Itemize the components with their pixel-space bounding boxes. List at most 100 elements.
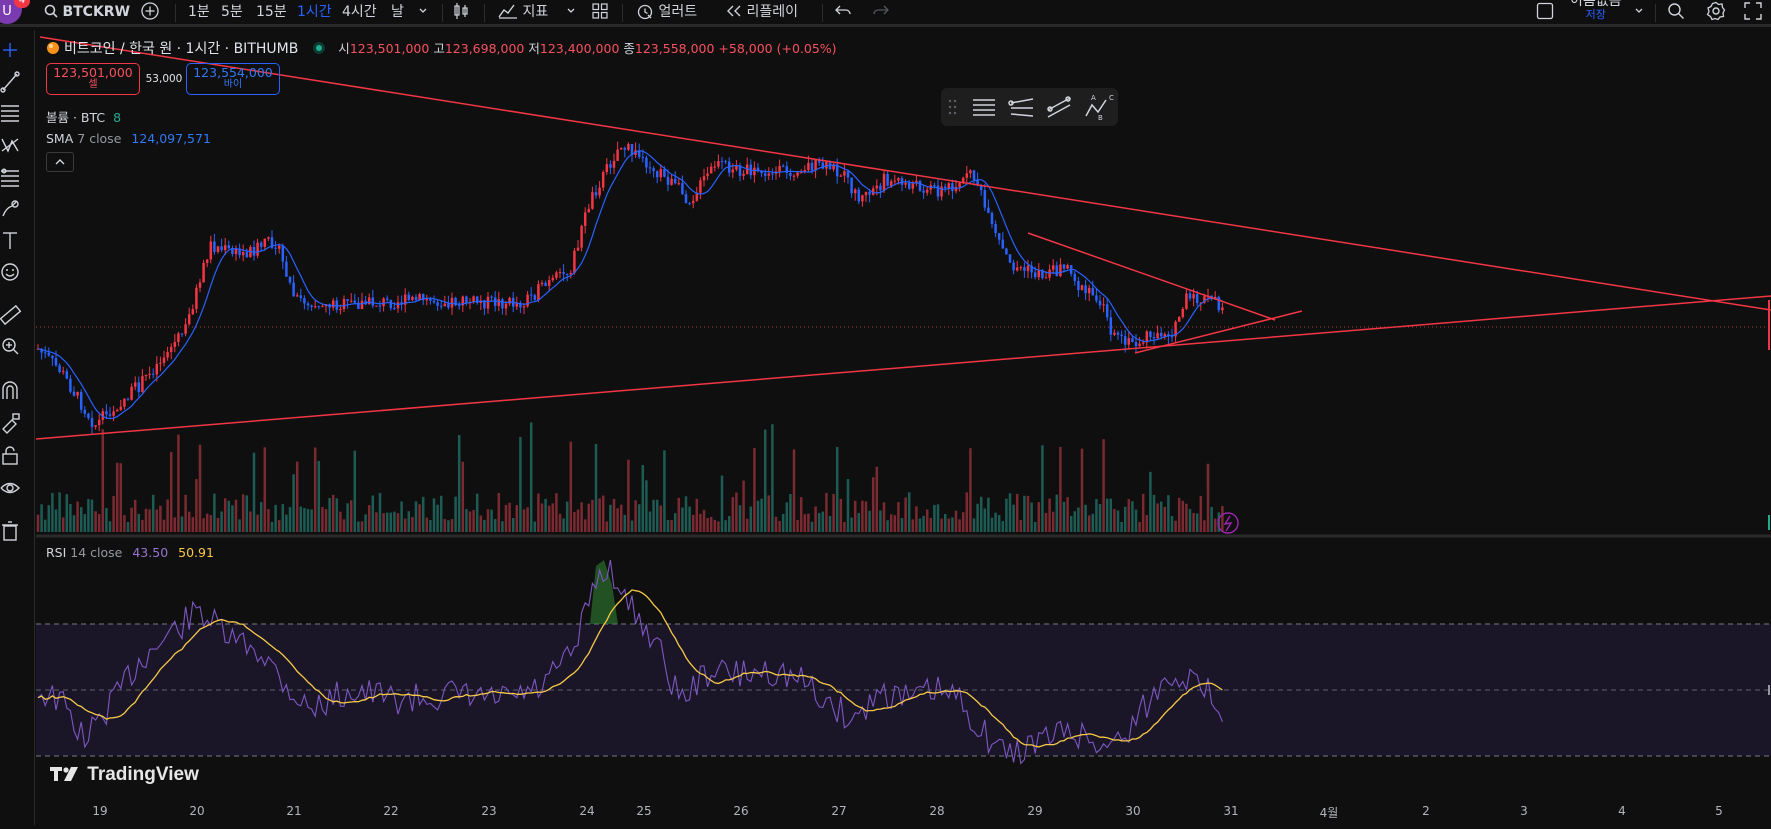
candle-body [490, 296, 493, 298]
volume-bar [522, 509, 526, 532]
emoji-icon[interactable] [1, 263, 19, 281]
candle-body [1152, 337, 1156, 339]
parallel-lines-icon[interactable] [973, 99, 995, 116]
channel-icon[interactable] [1047, 96, 1071, 118]
candle-body [846, 171, 850, 178]
magnet-icon[interactable] [2, 381, 18, 399]
indicators-button[interactable]: 지표 [498, 1, 548, 23]
notification-badge[interactable]: 4 [14, 0, 30, 8]
indicators-dropdown[interactable] [566, 1, 576, 23]
trendline[interactable] [1134, 310, 1303, 354]
interval-dropdown[interactable] [418, 1, 428, 23]
volume-bar [655, 499, 659, 532]
eye-icon[interactable] [0, 482, 20, 494]
svg-text:A: A [1091, 94, 1096, 102]
layout-name-button[interactable]: 이름없음 저장 [1570, 0, 1622, 21]
fullscreen-button[interactable] [1744, 1, 1762, 23]
zoom-icon[interactable] [2, 338, 19, 355]
abc-pattern-icon[interactable]: A B C [1085, 94, 1114, 122]
interval-1h[interactable]: 1시간 [297, 4, 332, 20]
candle-body [1138, 343, 1141, 347]
candle-body [1145, 331, 1149, 343]
add-symbol-button[interactable] [140, 1, 160, 23]
candle-body [519, 302, 522, 308]
chart-area[interactable] [36, 30, 1771, 825]
volume-bar [738, 505, 742, 532]
floating-drawing-toolbar[interactable]: A B C [941, 88, 1118, 126]
sell-button[interactable]: 123,501,000 셀 [46, 63, 140, 95]
trendline-icon[interactable] [0, 71, 20, 93]
layout-checkbox[interactable] [1536, 1, 1554, 23]
settings-button[interactable] [1706, 1, 1726, 23]
price-chart[interactable] [36, 30, 1771, 825]
candle-body [195, 287, 198, 309]
candle-body [673, 178, 677, 184]
candle-body [576, 247, 580, 251]
volume-bar [594, 443, 598, 532]
volume-bar [450, 519, 454, 532]
chart-type-button[interactable] [452, 1, 470, 23]
volume-bar [177, 434, 180, 532]
tradingview-watermark[interactable]: TradingView [50, 764, 199, 786]
trendline[interactable] [39, 36, 1771, 311]
alert-button[interactable]: 얼러트 [636, 1, 697, 23]
interval-1m[interactable]: 1분 [188, 4, 210, 20]
volume-bar [198, 444, 202, 532]
drag-handle-icon[interactable] [948, 99, 957, 115]
lock-drawing-icon[interactable] [2, 413, 20, 434]
horizontal-lines-icon[interactable] [1, 105, 19, 122]
volume-bar [429, 520, 432, 532]
candle-body [778, 165, 781, 172]
candle-body [1084, 285, 1087, 294]
replay-button[interactable]: 리플레이 [726, 1, 798, 23]
redo-button[interactable] [872, 1, 890, 23]
chevron-down-icon [419, 8, 427, 13]
lightning-icon[interactable] [1217, 512, 1239, 534]
buy-button[interactable]: 123,554,000 바이 [186, 63, 280, 95]
candle-body [994, 224, 997, 234]
candle-body [1185, 293, 1188, 309]
candle-body [61, 371, 65, 373]
interval-5m[interactable]: 5분 [221, 4, 243, 20]
text-icon[interactable] [3, 232, 17, 249]
undo-button[interactable] [834, 1, 852, 23]
candle-body [756, 167, 760, 171]
interval-15m[interactable]: 15분 [256, 4, 287, 20]
layout-dropdown[interactable] [1634, 1, 1644, 23]
interval-4h[interactable]: 4시간 [342, 4, 377, 20]
gear-icon [1706, 1, 1726, 21]
candle-body [83, 409, 87, 414]
symbol-search[interactable]: BTCKRW [44, 1, 130, 23]
fib-icon[interactable] [1, 168, 19, 187]
trash-icon[interactable] [2, 521, 18, 541]
crosshair-icon[interactable] [3, 43, 17, 57]
fan-lines-icon[interactable] [1008, 98, 1034, 117]
candle-body [105, 411, 108, 415]
plus-circle-icon [141, 2, 159, 20]
pattern-icon[interactable] [1, 138, 19, 153]
volume-bar [126, 521, 130, 532]
volume-bar [195, 479, 198, 532]
trendline[interactable] [1027, 232, 1276, 321]
brush-icon[interactable] [2, 200, 19, 217]
volume-bar [69, 503, 72, 532]
quick-search-button[interactable] [1667, 1, 1685, 23]
trendline[interactable] [36, 295, 1771, 440]
volume-bar [511, 517, 515, 532]
ohlc-high-label: 고 [433, 41, 445, 56]
candle-body [713, 166, 717, 168]
ruler-icon[interactable] [0, 304, 22, 326]
candle-body [767, 173, 771, 176]
collapse-legend-button[interactable] [46, 152, 74, 172]
rsi-ma-line [37, 589, 1223, 748]
candle-body [825, 161, 828, 169]
time-axis-label: 3 [1520, 804, 1528, 818]
candle-body [130, 386, 133, 400]
volume-bar [695, 498, 699, 532]
candle-body [1044, 277, 1048, 279]
interval-1d[interactable]: 날 [391, 4, 404, 20]
volume-bar [421, 496, 425, 532]
lock-icon[interactable] [2, 446, 18, 465]
templates-button[interactable] [592, 1, 608, 23]
volume-bar [828, 515, 832, 532]
